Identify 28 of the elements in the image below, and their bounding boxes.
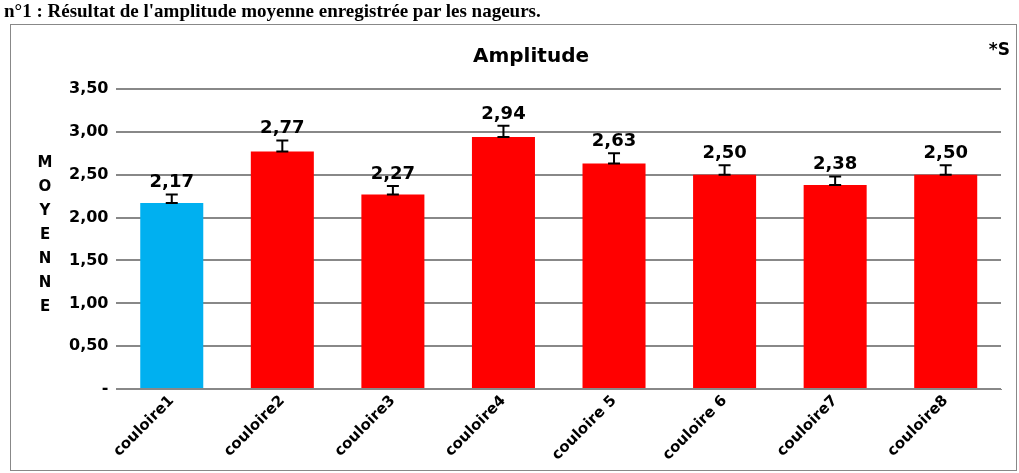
chart-title: Amplitude [472, 43, 590, 68]
y-axis-title: MOYENNE [37, 152, 53, 317]
text: n°1 : Résultat de l'amplitude moyenne enregistrée par les nageurs. [4, 0, 541, 22]
data-label: 2,27 [370, 161, 416, 183]
y-tick-label: 1,50 [68, 249, 109, 269]
data-label: 2,17 [149, 170, 194, 192]
bar [250, 151, 314, 389]
data-label: 2,38 [812, 152, 858, 174]
bar [361, 194, 425, 389]
bar [914, 174, 978, 389]
data-label: 2,63 [591, 128, 637, 150]
y-tick-label: 1,00 [68, 292, 109, 312]
bar [693, 174, 757, 389]
data-label: 2,50 [923, 140, 968, 162]
y-tick-label: - [101, 378, 109, 398]
y-tick-label: 3,50 [68, 78, 109, 98]
bar [140, 203, 204, 389]
y-tick-label: 0,50 [68, 335, 109, 355]
data-label: 2,77 [260, 116, 305, 138]
y-tick-label: 3,00 [68, 121, 109, 141]
text: *S [988, 39, 1010, 59]
data-label: 2,50 [702, 140, 747, 162]
y-tick-label: 2,50 [68, 163, 109, 183]
bar [803, 185, 867, 389]
bar [582, 163, 646, 389]
bar [471, 137, 535, 389]
y-tick-label: 2,00 [68, 206, 109, 226]
data-label: 2,94 [481, 101, 526, 123]
